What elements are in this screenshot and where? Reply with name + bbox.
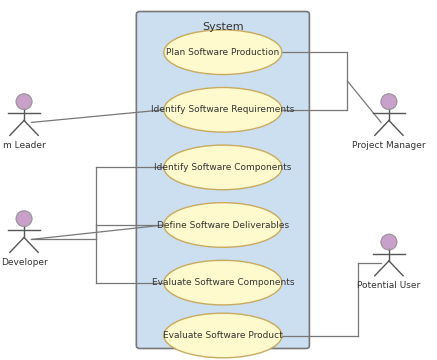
Text: Evaluate Software Product: Evaluate Software Product <box>163 331 283 340</box>
Ellipse shape <box>164 313 282 358</box>
Text: Identify Software Components: Identify Software Components <box>154 163 291 172</box>
Text: m Leader: m Leader <box>3 140 45 149</box>
Ellipse shape <box>164 87 282 132</box>
Text: Project Manager: Project Manager <box>352 140 426 149</box>
Ellipse shape <box>16 94 32 109</box>
FancyBboxPatch shape <box>136 12 309 348</box>
Text: Potential User: Potential User <box>357 281 420 290</box>
Text: Evaluate Software Components: Evaluate Software Components <box>152 278 294 287</box>
Text: Identify Software Requirements: Identify Software Requirements <box>151 105 295 114</box>
Text: Developer: Developer <box>1 257 47 266</box>
Text: System: System <box>202 22 244 32</box>
Ellipse shape <box>164 203 282 247</box>
Ellipse shape <box>381 94 397 109</box>
Ellipse shape <box>164 30 282 75</box>
Ellipse shape <box>164 145 282 190</box>
Ellipse shape <box>381 234 397 250</box>
Text: Plan Software Production: Plan Software Production <box>166 48 280 57</box>
Ellipse shape <box>164 260 282 305</box>
Text: Define Software Deliverables: Define Software Deliverables <box>157 220 289 230</box>
Ellipse shape <box>16 211 32 226</box>
